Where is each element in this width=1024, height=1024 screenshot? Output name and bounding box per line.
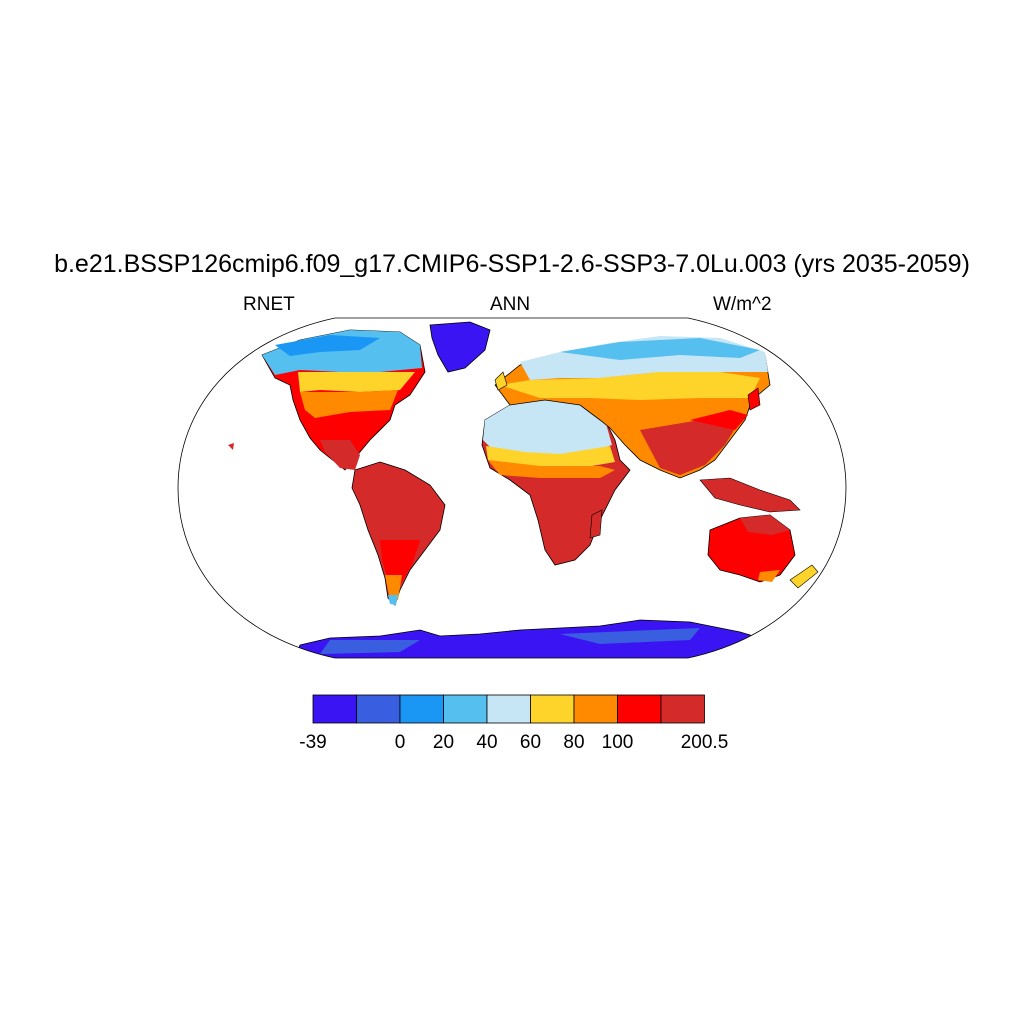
season-label: ANN [490, 294, 531, 315]
units-label: W/m^2 [713, 294, 772, 315]
australia [707, 514, 796, 583]
colorbar-box [660, 694, 705, 724]
eurasia [494, 336, 771, 479]
colorbar-box [312, 694, 357, 724]
hawaii [228, 443, 234, 450]
maritime-southeast-asia [699, 477, 801, 513]
colorbar-tick-label: 60 [520, 732, 541, 753]
madagascar [589, 509, 603, 539]
colorbar-box [399, 694, 444, 724]
colorbar-box [486, 694, 531, 724]
north-america [261, 329, 426, 471]
map-title: b.e21.BSSP126cmip6.f09_g17.CMIP6-SSP1-2.… [54, 250, 970, 278]
colorbar-tick-label: 20 [433, 732, 454, 753]
colorbar-box [530, 694, 575, 724]
colorbar-tick-label: 200.5 [681, 732, 729, 753]
colorbar-box [573, 694, 618, 724]
colorbar-tick-label: 80 [563, 732, 584, 753]
greenland [429, 321, 491, 373]
colorbar-tick-label: 0 [395, 732, 406, 753]
colorbar-tick-label: 100 [602, 732, 634, 753]
colorbar-box [356, 694, 401, 724]
colorbar-tick-label: 40 [476, 732, 497, 753]
south-america [351, 461, 446, 606]
colorbar-tick-label: -39 [299, 732, 326, 753]
colorbar-box [617, 694, 662, 724]
new-zealand [789, 564, 819, 589]
british-isles [494, 371, 508, 391]
japan [747, 387, 761, 411]
map-outline [177, 317, 847, 659]
variable-label: RNET [243, 294, 295, 315]
colorbar-box [443, 694, 488, 724]
